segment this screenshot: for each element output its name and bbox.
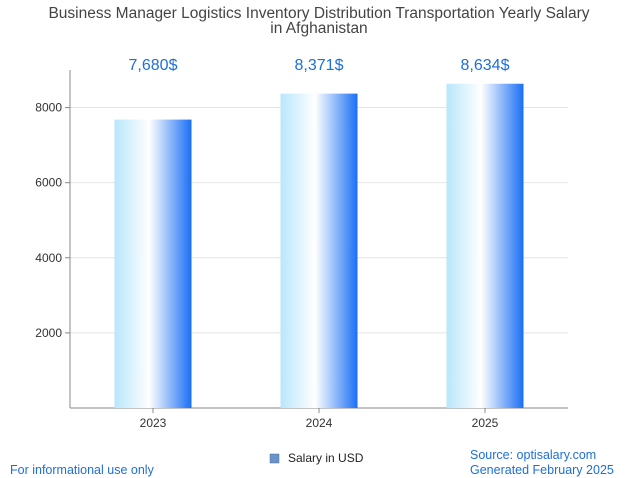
source-link[interactable]: Source: optisalary.com: [470, 448, 597, 462]
bar-2024: [280, 93, 358, 409]
x-tick-label-2024: 2024: [306, 416, 333, 430]
value-label-2023: 7,680$: [129, 57, 178, 74]
legend: Salary in USD: [269, 451, 364, 465]
value-label-2025: 8,634$: [461, 57, 510, 74]
bar-2025: [446, 83, 524, 408]
legend-swatch: [269, 453, 280, 464]
y-tick-label-2: 6000: [35, 176, 62, 190]
y-tick-label-1: 4000: [35, 251, 62, 265]
generated-date: Generated February 2025: [470, 463, 614, 477]
y-tick-label-3: 8000: [35, 101, 62, 115]
y-tick-label-0: 2000: [35, 326, 62, 340]
bars: [114, 83, 524, 409]
x-tick-label-2025: 2025: [472, 416, 499, 430]
disclaimer-text: For informational use only: [10, 463, 154, 477]
legend-label: Salary in USD: [288, 451, 364, 465]
chart-title-line-2: in Afghanistan: [270, 20, 367, 37]
source-block: Source: optisalary.com Generated Februar…: [470, 448, 614, 478]
x-tick-label-2023: 2023: [140, 416, 167, 430]
labels: 2000 4000 6000 8000 2023 7,680$ 2024 8,371$ 2025…: [35, 57, 509, 430]
value-label-2024: 8,371$: [295, 57, 344, 74]
chart-title-line-1: Business Manager Logistics Inventory Dis…: [48, 5, 589, 22]
bar-2023: [114, 119, 192, 408]
